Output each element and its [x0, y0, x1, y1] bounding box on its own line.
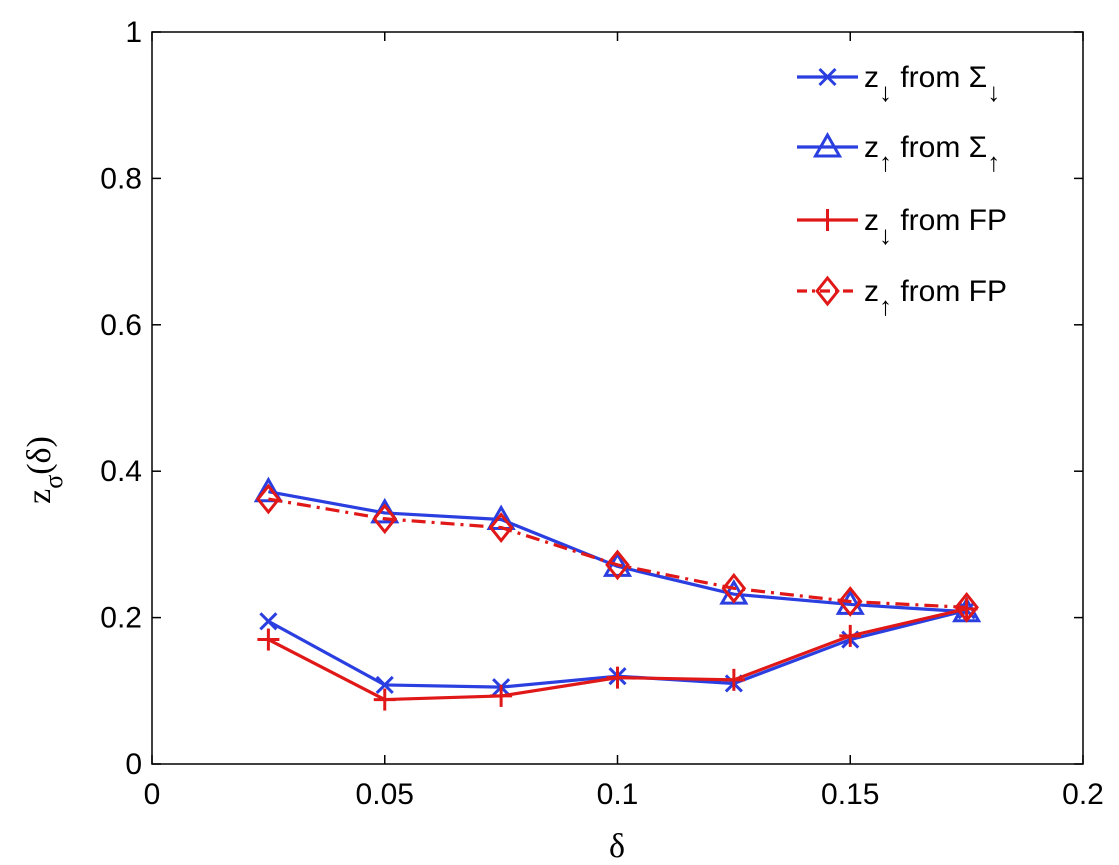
data-point: [721, 572, 747, 604]
legend-entry-1: z↓ from Σ↓: [797, 61, 1000, 107]
legend-entry-4: z↑ from FP: [797, 275, 1007, 321]
series-4: [256, 483, 979, 623]
legend-label: z↑ from Σ↑: [864, 131, 1000, 177]
data-point: [259, 612, 278, 631]
data-point: [722, 668, 745, 691]
y-axis-label: zσ(δ): [21, 436, 68, 504]
series-line: [268, 497, 967, 609]
data-point: [257, 628, 280, 651]
ticks: 0 0.05 0.1 0.15 0.2 0 0.2 0.4 0.6 0.8 1: [100, 16, 1104, 811]
data-point: [837, 586, 863, 617]
marker-stroke: [259, 612, 278, 631]
data-point: [602, 551, 633, 577]
data-point: [253, 476, 283, 503]
x-axis-label: δ: [609, 828, 625, 865]
series-layer: [253, 476, 982, 711]
marker-stroke: [375, 675, 394, 695]
y-tick-label: 0.4: [100, 455, 142, 488]
y-tick-label: 0.2: [100, 602, 142, 635]
x-tick-label: 0.2: [1062, 778, 1104, 811]
data-point: [375, 675, 394, 695]
legend-label: z↑ from FP: [864, 275, 1007, 321]
data-point: [372, 503, 398, 535]
y-tick-label: 0: [125, 748, 142, 781]
data-point: [605, 549, 630, 581]
x-tick-label: 0.05: [356, 778, 414, 811]
series-3: [257, 597, 978, 711]
legend-marker: [815, 275, 840, 307]
data-point: [606, 666, 629, 689]
y-tick-label: 1: [125, 16, 142, 49]
data-point: [839, 624, 862, 647]
legend-marker: [816, 209, 839, 231]
legend: z↓ from Σ↓ z↑ from Σ↑ z↓ from FP z↑ from FP: [797, 61, 1007, 321]
x-tick-label: 0.15: [821, 778, 879, 811]
data-point: [954, 591, 979, 623]
legend-label: z↓ from Σ↓: [864, 61, 1000, 107]
data-point: [488, 512, 514, 543]
x-tick-label: 0: [144, 778, 161, 811]
data-point: [373, 688, 396, 711]
data-point: [490, 684, 513, 707]
marker-stroke: [818, 67, 837, 87]
y-tick-label: 0.8: [100, 162, 142, 195]
data-point: [256, 483, 281, 515]
legend-marker: [812, 131, 843, 158]
legend-label: z↓ from FP: [864, 204, 1007, 250]
y-tick-label: 0.6: [100, 309, 142, 342]
legend-entry-2: z↑ from Σ↑: [797, 131, 1000, 177]
legend-entry-3: z↓ from FP: [797, 204, 1007, 250]
x-tick-label: 0.1: [597, 778, 639, 811]
legend-marker: [818, 67, 837, 87]
